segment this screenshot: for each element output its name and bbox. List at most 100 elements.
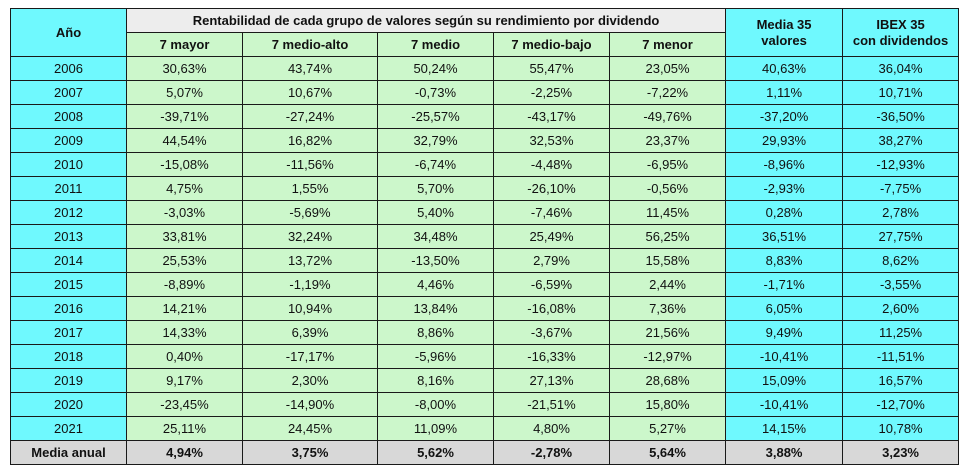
table-row: 2016 14,21% 10,94% 13,84% -16,08% 7,36% 6,05% 2… [10, 296, 960, 321]
year-cell: 2006 [10, 56, 127, 81]
table-row: 2019 9,17% 2,30% 8,16% 27,13% 28,68% 15,09% 16,… [10, 368, 960, 393]
year-cell: 2007 [10, 80, 127, 105]
footer-cell: 3,88% [725, 440, 844, 465]
table-row: 2021 25,11% 24,45% 11,09% 4,80% 5,27% 14,15% 10… [10, 416, 960, 441]
value-cell: 56,25% [608, 224, 727, 249]
footer-label: Media anual [10, 440, 127, 465]
value-cell: -11,56% [242, 152, 378, 177]
group-header: 7 mayor [126, 32, 243, 57]
value-cell: -6,74% [377, 152, 494, 177]
media-35-header: Media 35 valores [725, 8, 844, 57]
value-cell: -36,50% [842, 104, 960, 129]
group-header: 7 medio-bajo [493, 32, 610, 57]
year-cell: 2015 [10, 272, 127, 297]
table-row: 2014 25,53% 13,72% -13,50% 2,79% 15,58% 8,83% 8… [10, 248, 960, 273]
media-35-line2: valores [761, 32, 807, 48]
value-cell: 5,07% [126, 80, 243, 105]
value-cell: -7,22% [608, 80, 727, 105]
value-cell: -17,17% [242, 344, 378, 369]
value-cell: 2,44% [608, 272, 727, 297]
table-body: 2006 30,63% 43,74% 50,24% 55,47% 23,05% 40,63%… [10, 56, 960, 441]
year-cell: 2012 [10, 200, 127, 225]
value-cell: 27,75% [842, 224, 960, 249]
value-cell: 10,67% [242, 80, 378, 105]
value-cell: 27,13% [493, 368, 610, 393]
value-cell: 33,81% [126, 224, 243, 249]
year-cell: 2011 [10, 176, 127, 201]
value-cell: -10,41% [725, 344, 844, 369]
value-cell: 0,28% [725, 200, 844, 225]
value-cell: 5,40% [377, 200, 494, 225]
value-cell: 24,45% [242, 416, 378, 441]
value-cell: 1,11% [725, 80, 844, 105]
value-cell: -23,45% [126, 392, 243, 417]
value-cell: 8,16% [377, 368, 494, 393]
value-cell: -5,96% [377, 344, 494, 369]
value-cell: 1,55% [242, 176, 378, 201]
value-cell: 10,94% [242, 296, 378, 321]
value-cell: 38,27% [842, 128, 960, 153]
value-cell: -16,08% [493, 296, 610, 321]
value-cell: -11,51% [842, 344, 960, 369]
table-row: 2006 30,63% 43,74% 50,24% 55,47% 23,05% 40,63%… [10, 56, 960, 81]
footer-cell: 5,64% [608, 440, 727, 465]
value-cell: 11,45% [608, 200, 727, 225]
year-cell: 2013 [10, 224, 127, 249]
value-cell: -3,03% [126, 200, 243, 225]
media-35-line1: Media 35 [756, 16, 812, 32]
group-header: 7 medio-alto [242, 32, 378, 57]
value-cell: 16,82% [242, 128, 378, 153]
value-cell: -49,76% [608, 104, 727, 129]
value-cell: -12,93% [842, 152, 960, 177]
footer-cell: 3,23% [842, 440, 960, 465]
value-cell: 7,36% [608, 296, 727, 321]
year-header: Año [10, 8, 127, 57]
table-row: 2008 -39,71% -27,24% -25,57% -43,17% -49,76% -… [10, 104, 960, 129]
value-cell: -14,90% [242, 392, 378, 417]
value-cell: 40,63% [725, 56, 844, 81]
table-row: 2012 -3,03% -5,69% 5,40% -7,46% 11,45% 0,28% 2,… [10, 200, 960, 225]
value-cell: 25,49% [493, 224, 610, 249]
value-cell: 2,79% [493, 248, 610, 273]
value-cell: 4,75% [126, 176, 243, 201]
table-row: 2017 14,33% 6,39% 8,86% -3,67% 21,56% 9,49% 11,… [10, 320, 960, 345]
value-cell: 5,27% [608, 416, 727, 441]
value-cell: 9,49% [725, 320, 844, 345]
value-cell: 15,80% [608, 392, 727, 417]
value-cell: 55,47% [493, 56, 610, 81]
value-cell: 21,56% [608, 320, 727, 345]
value-cell: 34,48% [377, 224, 494, 249]
year-cell: 2016 [10, 296, 127, 321]
value-cell: -13,50% [377, 248, 494, 273]
value-cell: -8,96% [725, 152, 844, 177]
value-cell: 16,57% [842, 368, 960, 393]
value-cell: -43,17% [493, 104, 610, 129]
value-cell: -2,25% [493, 80, 610, 105]
year-cell: 2018 [10, 344, 127, 369]
year-cell: 2014 [10, 248, 127, 273]
value-cell: 14,33% [126, 320, 243, 345]
value-cell: 36,51% [725, 224, 844, 249]
value-cell: 36,04% [842, 56, 960, 81]
value-cell: 2,78% [842, 200, 960, 225]
value-cell: 15,09% [725, 368, 844, 393]
value-cell: 14,15% [725, 416, 844, 441]
value-cell: -4,48% [493, 152, 610, 177]
year-cell: 2008 [10, 104, 127, 129]
value-cell: -3,67% [493, 320, 610, 345]
table-row: 2013 33,81% 32,24% 34,48% 25,49% 56,25% 36,51%… [10, 224, 960, 249]
value-cell: -7,46% [493, 200, 610, 225]
value-cell: 43,74% [242, 56, 378, 81]
value-cell: 6,39% [242, 320, 378, 345]
value-cell: -21,51% [493, 392, 610, 417]
ibex-35-line2: con dividendos [852, 32, 949, 48]
year-cell: 2021 [10, 416, 127, 441]
value-cell: -6,59% [493, 272, 610, 297]
ibex-35-header: IBEX 35 con dividendos [842, 8, 960, 57]
footer-cell: -2,78% [493, 440, 610, 465]
value-cell: 11,25% [842, 320, 960, 345]
table-row: 2011 4,75% 1,55% 5,70% -26,10% -0,56% -2,93% -7… [10, 176, 960, 201]
value-cell: -12,70% [842, 392, 960, 417]
value-cell: 4,46% [377, 272, 494, 297]
value-cell: -5,69% [242, 200, 378, 225]
